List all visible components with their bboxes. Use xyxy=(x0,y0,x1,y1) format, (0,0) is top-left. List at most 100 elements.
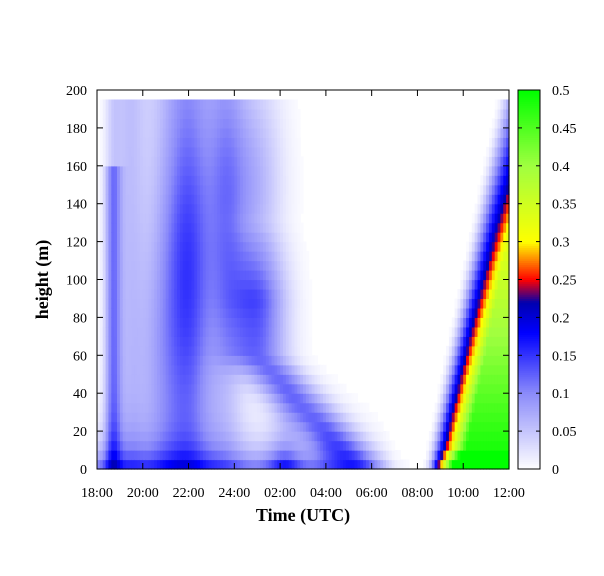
heatmap-cell xyxy=(174,393,178,404)
heatmap-cell xyxy=(217,260,221,271)
heatmap-cell xyxy=(454,383,459,394)
heatmap-cell xyxy=(368,421,373,432)
heatmap-cell xyxy=(500,440,504,451)
heatmap-cell xyxy=(297,232,301,243)
heatmap-cell xyxy=(157,156,161,167)
heatmap-cell xyxy=(154,194,158,205)
heatmap-cell xyxy=(325,421,330,432)
heatmap-cell xyxy=(217,175,221,186)
heatmap-cell xyxy=(191,232,195,243)
heatmap-cell xyxy=(225,374,230,385)
heatmap-cell xyxy=(114,279,118,290)
heatmap-cell xyxy=(317,364,321,375)
heatmap-cell xyxy=(454,374,459,385)
heatmap-cell xyxy=(148,137,152,148)
heatmap-cell xyxy=(457,374,461,385)
colorbar-segment xyxy=(518,90,540,93)
heatmap-cell xyxy=(271,203,275,214)
heatmap-cell xyxy=(231,137,235,148)
heatmap-cell xyxy=(262,402,267,413)
heatmap-cell xyxy=(99,108,104,120)
heatmap-cell xyxy=(291,374,296,385)
colorbar-segment xyxy=(518,431,540,434)
heatmap-cell xyxy=(451,402,456,413)
heatmap-cell xyxy=(134,383,138,394)
heatmap-cell xyxy=(500,99,504,110)
heatmap-cell xyxy=(231,317,235,328)
heatmap-cell xyxy=(280,118,284,129)
heatmap-cell xyxy=(234,194,238,205)
heatmap-cell xyxy=(242,355,247,366)
heatmap-cell xyxy=(428,459,433,470)
heatmap-cell xyxy=(174,184,178,195)
heatmap-cell xyxy=(108,336,112,347)
heatmap-cell xyxy=(268,364,273,375)
heatmap-cell xyxy=(159,260,164,271)
heatmap-cell xyxy=(242,412,247,423)
heatmap-cell xyxy=(131,279,135,290)
heatmap-cell xyxy=(294,364,298,375)
heatmap-cell xyxy=(237,279,241,290)
heatmap-cell xyxy=(142,232,147,243)
heatmap-cell xyxy=(251,118,255,129)
heatmap-cell xyxy=(271,213,275,224)
colorbar-segment xyxy=(518,213,540,216)
heatmap-cell xyxy=(228,241,233,252)
heatmap-cell xyxy=(217,184,221,195)
heatmap-cell xyxy=(285,232,290,243)
heatmap-cell xyxy=(245,431,250,442)
heatmap-cell xyxy=(448,383,453,394)
heatmap-cell xyxy=(388,440,393,451)
heatmap-cell xyxy=(137,232,141,243)
heatmap-cell xyxy=(159,222,164,233)
heatmap-cell xyxy=(154,241,158,252)
heatmap-cell xyxy=(277,118,281,129)
heatmap-cell xyxy=(248,450,253,461)
heatmap-cell xyxy=(486,402,490,413)
heatmap-cell xyxy=(486,412,490,423)
heatmap-cell xyxy=(454,421,459,432)
heatmap-cell xyxy=(165,345,170,356)
heatmap-cell xyxy=(497,203,502,214)
y-tick-label: 200 xyxy=(66,84,87,99)
heatmap-cell xyxy=(122,421,127,432)
heatmap-cell xyxy=(159,326,164,337)
heatmap-cell xyxy=(197,345,201,356)
heatmap-cell xyxy=(168,317,172,328)
heatmap-cell xyxy=(483,213,487,224)
heatmap-cell xyxy=(262,118,267,129)
heatmap-cell xyxy=(157,288,161,300)
heatmap-cell xyxy=(220,127,224,138)
heatmap-cell xyxy=(297,459,301,470)
heatmap-cell xyxy=(494,374,499,385)
heatmap-cell xyxy=(102,108,107,120)
heatmap-cell xyxy=(477,450,481,461)
heatmap-cell xyxy=(162,383,167,394)
heatmap-cell xyxy=(185,307,190,318)
heatmap-cell xyxy=(157,431,161,442)
heatmap-cell xyxy=(128,213,132,224)
heatmap-cell xyxy=(240,307,244,318)
heatmap-cell xyxy=(188,402,193,413)
heatmap-cell xyxy=(328,421,333,432)
heatmap-cell xyxy=(211,251,215,262)
heatmap-cell xyxy=(260,459,264,470)
heatmap-cell xyxy=(291,279,296,290)
heatmap-cell xyxy=(265,317,270,328)
heatmap-cell xyxy=(268,279,273,290)
heatmap-cell xyxy=(220,137,224,148)
heatmap-cell xyxy=(474,374,479,385)
heatmap-cell xyxy=(228,412,233,423)
heatmap-cell xyxy=(251,345,255,356)
heatmap-cell xyxy=(494,270,499,281)
heatmap-cell xyxy=(294,184,298,195)
heatmap-cell xyxy=(211,412,215,423)
heatmap-cell xyxy=(288,213,293,224)
heatmap-cell xyxy=(277,374,281,385)
heatmap-cell xyxy=(228,165,233,176)
heatmap-cell xyxy=(171,146,175,157)
heatmap-cell xyxy=(105,345,110,356)
heatmap-cell xyxy=(234,203,238,214)
heatmap-cell xyxy=(202,175,207,186)
heatmap-cell xyxy=(174,108,178,120)
